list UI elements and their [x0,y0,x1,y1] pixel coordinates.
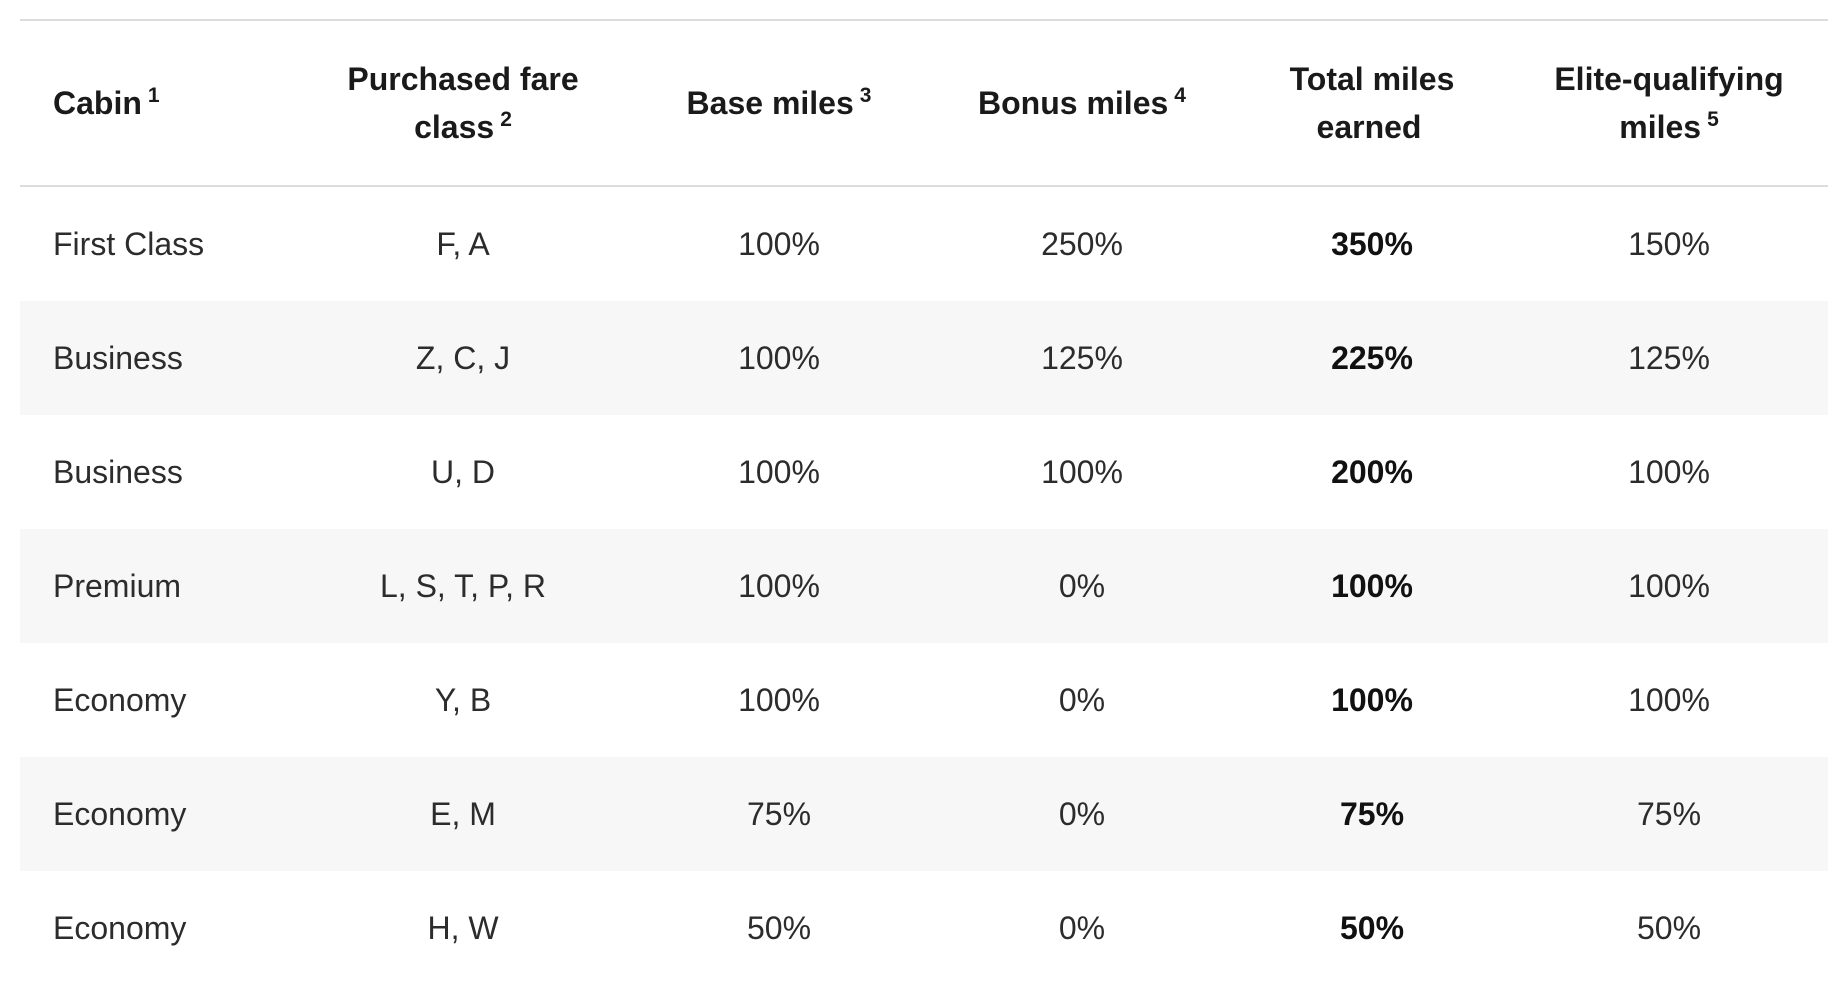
header-bonus-label: Bonus miles [978,85,1169,121]
cell-bonus-miles: 0% [1058,909,1106,946]
header-bonus-miles: Bonus miles 4 [930,20,1234,186]
cell-total-miles: 100% [1331,681,1413,718]
cell-base-miles: 100% [738,681,820,718]
cell-base-miles: 100% [738,225,820,262]
cell-elite-miles: 150% [1628,225,1710,262]
header-purchased-fare-class: Purchased fare class 2 [298,20,628,186]
header-base-footnote: 3 [859,84,872,108]
header-total-label: Total miles earned [1289,61,1455,145]
header-elite-qualifying-miles: Elite-qualifying miles 5 [1510,20,1828,186]
table-row: Economy E, M 75% 0% 75% 75% [20,757,1828,871]
cell-fare-class: L, S, T, P, R [379,567,546,604]
cell-total-miles: 75% [1339,795,1405,832]
header-cabin-label: Cabin [53,85,142,121]
cell-cabin: Business [53,453,183,490]
cell-cabin: Economy [53,681,187,718]
cell-bonus-miles: 125% [1041,339,1123,376]
cell-bonus-miles: 250% [1041,225,1123,262]
header-cabin-footnote: 1 [147,84,160,108]
cell-base-miles: 100% [738,339,820,376]
table-row: First Class F, A 100% 250% 350% 150% [20,186,1828,301]
cell-total-miles: 200% [1331,453,1413,490]
cell-fare-class: U, D [431,453,495,490]
table-row: Business U, D 100% 100% 200% 100% [20,415,1828,529]
cell-base-miles: 100% [738,567,820,604]
header-elite-label: Elite-qualifying miles [1554,61,1784,145]
cell-base-miles: 100% [738,453,820,490]
cell-total-miles: 350% [1331,225,1413,262]
cell-fare-class: F, A [436,225,490,262]
cell-elite-miles: 100% [1628,567,1710,604]
miles-earning-table: Cabin 1 Purchased fare class 2 Base miles 3… [20,19,1828,985]
table-header: Cabin 1 Purchased fare class 2 Base miles 3… [20,20,1828,186]
table-row: Business Z, C, J 100% 125% 225% 125% [20,301,1828,415]
miles-earning-table-container: Cabin 1 Purchased fare class 2 Base miles 3… [20,19,1828,985]
header-cabin: Cabin 1 [20,20,298,186]
cell-elite-miles: 75% [1636,795,1702,832]
table-body: First Class F, A 100% 250% 350% 150% Bus… [20,186,1828,985]
cell-cabin: First Class [53,225,205,262]
cell-total-miles: 225% [1331,339,1413,376]
cell-elite-miles: 50% [1636,909,1702,946]
cell-base-miles: 75% [746,795,812,832]
header-row: Cabin 1 Purchased fare class 2 Base miles 3… [20,20,1828,186]
cell-bonus-miles: 100% [1041,453,1123,490]
cell-cabin: Business [53,339,183,376]
cell-fare-class: Z, C, J [415,339,511,376]
cell-elite-miles: 100% [1628,453,1710,490]
table-row: Economy H, W 50% 0% 50% 50% [20,871,1828,985]
cell-bonus-miles: 0% [1058,567,1106,604]
header-total-miles-earned: Total miles earned [1234,20,1510,186]
cell-fare-class: E, M [430,795,496,832]
cell-bonus-miles: 0% [1058,795,1106,832]
cell-cabin: Economy [53,909,187,946]
table-row: Premium L, S, T, P, R 100% 0% 100% 100% [20,529,1828,643]
cell-total-miles: 100% [1331,567,1413,604]
header-fare-footnote: 2 [500,108,512,132]
header-fare-label: Purchased fare class [347,61,579,145]
cell-base-miles: 50% [746,909,812,946]
cell-bonus-miles: 0% [1058,681,1106,718]
header-base-label: Base miles [686,85,854,121]
table-row: Economy Y, B 100% 0% 100% 100% [20,643,1828,757]
cell-cabin: Economy [53,795,187,832]
header-base-miles: Base miles 3 [628,20,930,186]
cell-fare-class: H, W [427,909,499,946]
cell-total-miles: 50% [1339,909,1405,946]
cell-cabin: Premium [53,567,182,604]
header-bonus-footnote: 4 [1174,84,1186,108]
cell-elite-miles: 125% [1628,339,1710,376]
cell-fare-class: Y, B [434,681,492,718]
cell-elite-miles: 100% [1628,681,1710,718]
header-elite-footnote: 5 [1707,108,1719,132]
